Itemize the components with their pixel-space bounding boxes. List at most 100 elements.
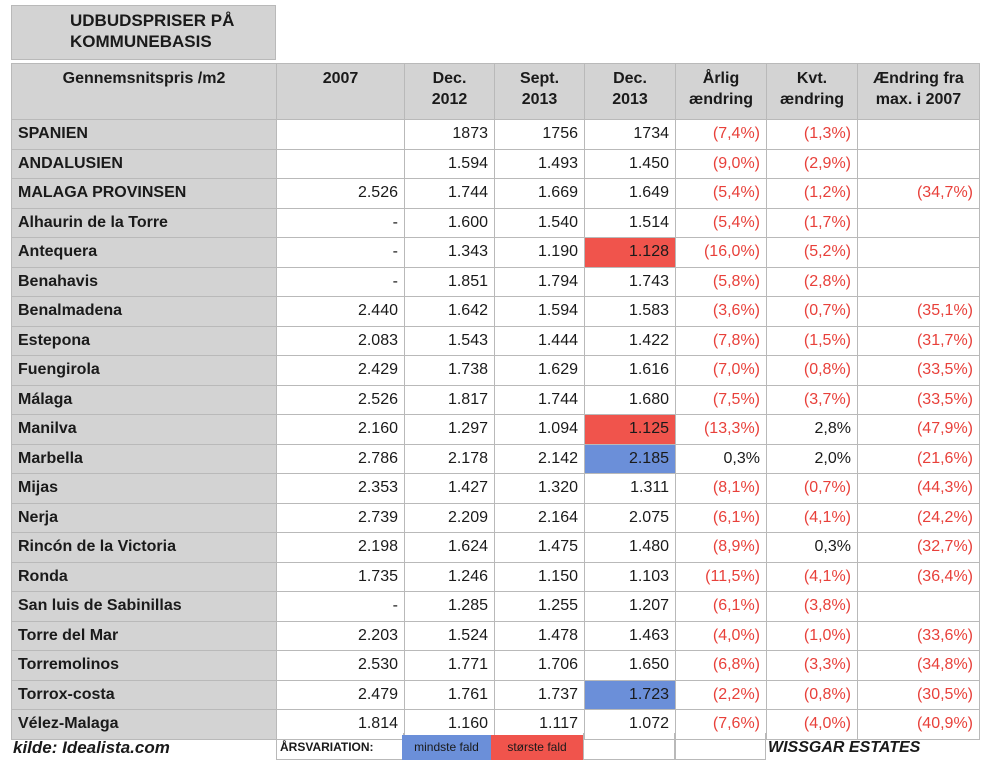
table-cell: 1.207 bbox=[584, 591, 676, 622]
table-cell: 1.297 bbox=[404, 414, 495, 445]
table-cell: (33,5%) bbox=[857, 384, 980, 415]
column-header: Ændring fra max. i 2007 bbox=[857, 63, 980, 120]
column-header: Kvt. ændring bbox=[766, 63, 858, 120]
table-cell: 1.543 bbox=[404, 325, 495, 356]
table-cell: 1.851 bbox=[404, 266, 495, 297]
table-cell: 2.739 bbox=[276, 502, 405, 533]
table-cell: (1,5%) bbox=[766, 325, 858, 356]
table-cell: 1.524 bbox=[404, 620, 495, 651]
table-cell: 1.160 bbox=[404, 709, 495, 740]
table-cell: 1756 bbox=[494, 119, 585, 150]
table-cell: (6,8%) bbox=[675, 650, 767, 681]
table-cell: 1.744 bbox=[404, 178, 495, 209]
row-label: SPANIEN bbox=[11, 119, 277, 150]
table-row: Marbella 2.786 2.178 2.142 2.185 0,3% 2,0% (21,… bbox=[11, 443, 980, 474]
column-header: Gennemsnitspris /m2 bbox=[11, 63, 277, 120]
table-body: SPANIEN 1873 1756 1734 (7,4%) (1,3%) ANDALUSIE… bbox=[11, 119, 980, 740]
row-label: Torrox-costa bbox=[11, 679, 277, 710]
table-row: ANDALUSIEN 1.594 1.493 1.450 (9,0%) (2,9%) bbox=[11, 148, 980, 179]
table-cell: - bbox=[276, 237, 405, 268]
table-cell: 1.814 bbox=[276, 709, 405, 740]
table-cell: - bbox=[276, 266, 405, 297]
table-cell: (9,0%) bbox=[675, 148, 767, 179]
table-cell: 1873 bbox=[404, 119, 495, 150]
table-cell: 2.786 bbox=[276, 443, 405, 474]
row-label: Estepona bbox=[11, 325, 277, 356]
table-cell bbox=[857, 591, 980, 622]
table-cell: (8,9%) bbox=[675, 532, 767, 563]
source-text: kilde: Idealista.com bbox=[13, 738, 170, 757]
legend-label: ÅRSVARIATION: bbox=[280, 740, 374, 754]
table-row: Alhaurin de la Torre -1.600 1.540 1.514 (5,4… bbox=[11, 207, 980, 238]
table-row: Benahavis -1.851 1.794 1.743 (5,8%) (2,8%) bbox=[11, 266, 980, 297]
row-label: Benahavis bbox=[11, 266, 277, 297]
table-cell: (32,7%) bbox=[857, 532, 980, 563]
column-header: Dec. 2012 bbox=[404, 63, 495, 120]
table-cell: 1.817 bbox=[404, 384, 495, 415]
table-cell: 1.246 bbox=[404, 561, 495, 592]
row-label: MALAGA PROVINSEN bbox=[11, 178, 277, 209]
table-cell: 1.737 bbox=[494, 679, 585, 710]
row-label: Benalmadena bbox=[11, 296, 277, 327]
table-row: Rincón de la Victoria 2.198 1.624 1.475 1.48… bbox=[11, 532, 980, 563]
table-cell: (2,2%) bbox=[675, 679, 767, 710]
table-cell: (0,7%) bbox=[766, 473, 858, 504]
table-row: Torremolinos 2.530 1.771 1.706 1.650 (6,8%) (3… bbox=[11, 650, 980, 681]
table-cell: - bbox=[276, 591, 405, 622]
column-header-line: Sept. bbox=[519, 70, 560, 87]
table-cell: 1.738 bbox=[404, 355, 495, 386]
table-cell: 2,8% bbox=[766, 414, 858, 445]
table-cell: (3,3%) bbox=[766, 650, 858, 681]
table-cell: (3,6%) bbox=[675, 296, 767, 327]
table-cell: (11,5%) bbox=[675, 561, 767, 592]
table-cell: 2.353 bbox=[276, 473, 405, 504]
table-cell: 1.594 bbox=[494, 296, 585, 327]
table-cell: 2,0% bbox=[766, 443, 858, 474]
table-cell: (1,0%) bbox=[766, 620, 858, 651]
table-cell: 1.669 bbox=[494, 178, 585, 209]
table-row: Torrox-costa 2.479 1.761 1.737 1.723 (2,2%) (0… bbox=[11, 679, 980, 710]
table-row: Nerja 2.739 2.209 2.164 2.075 (6,1%) (4,1%) (24… bbox=[11, 502, 980, 533]
table-cell: (4,1%) bbox=[766, 561, 858, 592]
table-cell: (31,7%) bbox=[857, 325, 980, 356]
table-title: UDBUDSPRISER PÅ KOMMUNEBASIS bbox=[11, 5, 276, 60]
table-cell: 1.743 bbox=[584, 266, 676, 297]
row-label: Antequera bbox=[11, 237, 277, 268]
table-cell: 1.072 bbox=[584, 709, 676, 740]
table-row: SPANIEN 1873 1756 1734 (7,4%) (1,3%) bbox=[11, 119, 980, 150]
table-row: Antequera -1.343 1.190 1.128 (16,0%) (5,2%) bbox=[11, 237, 980, 268]
column-header-line: 2007 bbox=[322, 70, 359, 87]
table-cell: (4,1%) bbox=[766, 502, 858, 533]
table-cell: 1.478 bbox=[494, 620, 585, 651]
table-cell: 1.463 bbox=[584, 620, 676, 651]
table-cell: 1.128 bbox=[584, 237, 676, 268]
row-label: Manilva bbox=[11, 414, 277, 445]
table-cell: (36,4%) bbox=[857, 561, 980, 592]
table-cell: 0,3% bbox=[766, 532, 858, 563]
table-cell: (16,0%) bbox=[675, 237, 767, 268]
table-cell: (1,3%) bbox=[766, 119, 858, 150]
table-cell: 1.594 bbox=[404, 148, 495, 179]
table-title-line-1: UDBUDSPRISER PÅ bbox=[70, 11, 235, 30]
table-cell: 1.125 bbox=[584, 414, 676, 445]
row-label: Vélez-Malaga bbox=[11, 709, 277, 740]
column-header-line: ændring bbox=[780, 91, 844, 108]
row-label: San luis de Sabinillas bbox=[11, 591, 277, 622]
row-label: Ronda bbox=[11, 561, 277, 592]
table-cell bbox=[857, 207, 980, 238]
table-cell: 1.480 bbox=[584, 532, 676, 563]
table-cell: (6,1%) bbox=[675, 591, 767, 622]
table-cell: (6,1%) bbox=[675, 502, 767, 533]
table-cell: 2.185 bbox=[584, 443, 676, 474]
table-cell: (1,7%) bbox=[766, 207, 858, 238]
table-row: Vélez-Malaga 1.814 1.160 1.117 1.072 (7,6%) (4… bbox=[11, 709, 980, 740]
table-cell: 1.680 bbox=[584, 384, 676, 415]
column-header-line: 2012 bbox=[431, 91, 468, 108]
row-label: Rincón de la Victoria bbox=[11, 532, 277, 563]
table-row: Benalmadena 2.440 1.642 1.594 1.583 (3,6%) (0,… bbox=[11, 296, 980, 327]
table-cell: 1.642 bbox=[404, 296, 495, 327]
table-cell: (13,3%) bbox=[675, 414, 767, 445]
column-header-line: 2013 bbox=[612, 91, 648, 108]
table-cell: (2,8%) bbox=[766, 266, 858, 297]
table-cell bbox=[857, 266, 980, 297]
